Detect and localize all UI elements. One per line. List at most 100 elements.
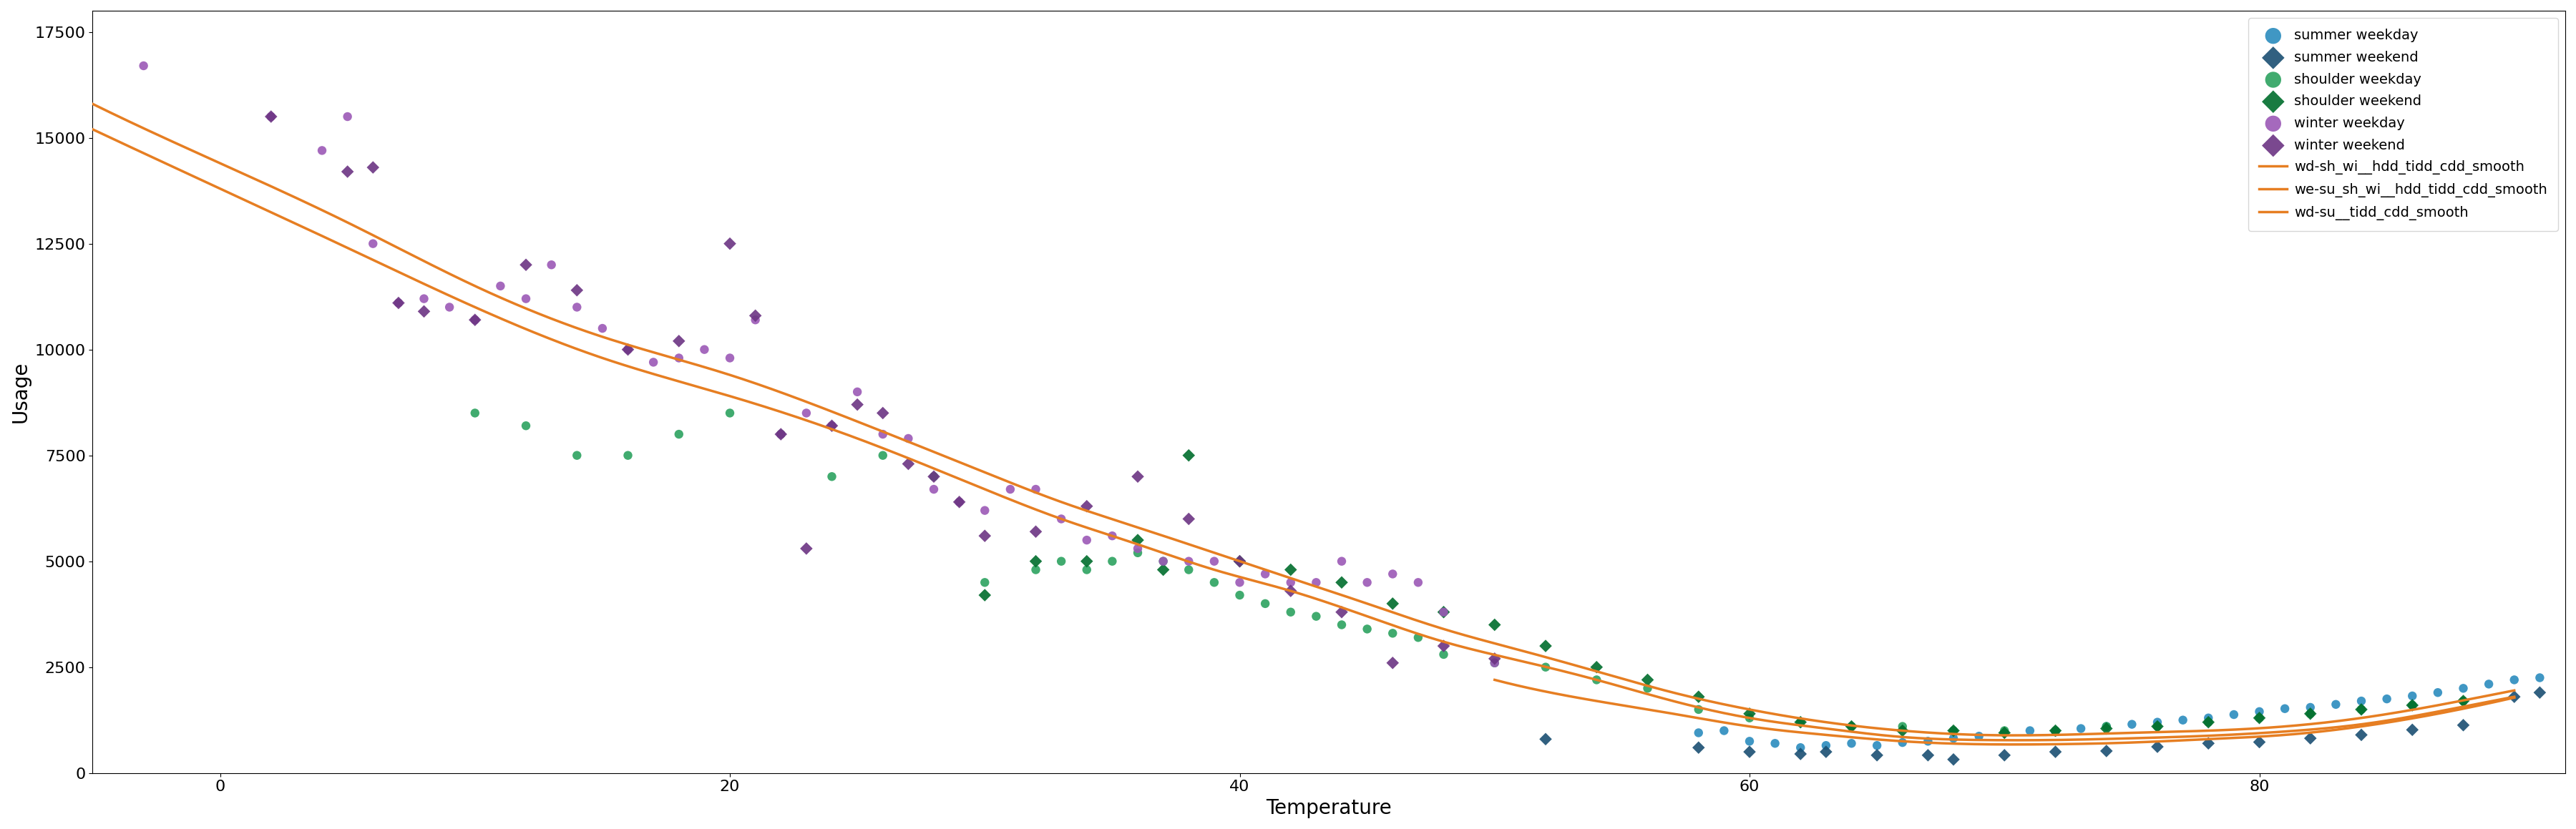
summer weekday <box>2442 681 2483 695</box>
we-su_sh_wi__hdd_tidd_cdd_smooth <box>2012 735 2043 745</box>
winter weekend <box>889 458 930 471</box>
winter weekday <box>1167 555 1208 568</box>
winter weekday <box>760 428 801 441</box>
shoulder weekday <box>2035 724 2076 737</box>
winter weekday <box>608 343 649 356</box>
shoulder weekend <box>1373 597 1414 610</box>
summer weekday <box>2316 698 2357 711</box>
shoulder weekday <box>1677 703 1718 716</box>
winter weekday <box>989 482 1030 496</box>
summer weekend <box>1984 749 2025 762</box>
winter weekday <box>453 313 495 327</box>
shoulder weekday <box>1015 563 1056 576</box>
shoulder weekday <box>1984 724 2025 737</box>
we-su_sh_wi__hdd_tidd_cdd_smooth <box>1965 735 1996 745</box>
winter weekend <box>1167 512 1208 526</box>
wd-su__tidd_cdd_smooth <box>2275 730 2306 739</box>
summer weekday <box>2264 702 2306 715</box>
X-axis label: Temperature: Temperature <box>1265 798 1391 818</box>
wd-sh_wi__hdd_tidd_cdd_smooth <box>1144 530 1175 540</box>
winter weekday <box>1321 555 1363 568</box>
shoulder weekday <box>1066 563 1108 576</box>
winter weekend <box>556 284 598 297</box>
summer weekend <box>2087 744 2128 758</box>
summer weekday <box>2138 715 2179 729</box>
summer weekday <box>1728 734 1770 748</box>
summer weekend <box>2187 737 2228 750</box>
summer weekend <box>1906 749 1947 762</box>
winter weekend <box>734 309 775 322</box>
we-su_sh_wi__hdd_tidd_cdd_smooth <box>1739 714 1770 724</box>
winter weekend <box>963 529 1005 542</box>
summer weekday <box>1906 734 1947 748</box>
shoulder weekend <box>1144 563 1185 576</box>
shoulder weekend <box>2342 703 2383 716</box>
winter weekend <box>453 313 495 327</box>
winter weekday <box>659 351 701 365</box>
shoulder weekday <box>811 470 853 483</box>
winter weekend <box>786 542 827 555</box>
shoulder weekday <box>914 470 956 483</box>
winter weekday <box>505 292 546 305</box>
shoulder weekend <box>1883 724 1924 737</box>
winter weekday <box>634 356 675 369</box>
shoulder weekday <box>1041 555 1082 568</box>
shoulder weekday <box>556 448 598 462</box>
shoulder weekday <box>1296 609 1337 623</box>
summer weekday <box>1857 739 1899 752</box>
we-su_sh_wi__hdd_tidd_cdd_smooth <box>325 240 355 250</box>
winter weekday <box>837 385 878 399</box>
Line: we-su_sh_wi__hdd_tidd_cdd_smooth: we-su_sh_wi__hdd_tidd_cdd_smooth <box>93 129 2514 740</box>
shoulder weekend <box>1728 707 1770 720</box>
shoulder weekend <box>2087 722 2128 735</box>
winter weekday <box>1399 576 1440 589</box>
winter weekday <box>1092 529 1133 542</box>
winter weekend <box>379 296 420 309</box>
summer weekend <box>2035 745 2076 759</box>
summer weekday <box>1780 741 1821 754</box>
summer weekend <box>2494 691 2535 704</box>
summer weekend <box>1806 745 1847 759</box>
wd-sh_wi__hdd_tidd_cdd_smooth <box>1056 501 1087 511</box>
winter weekend <box>659 334 701 347</box>
winter weekend <box>1422 639 1463 652</box>
wd-sh_wi__hdd_tidd_cdd_smooth <box>77 99 108 109</box>
shoulder weekday <box>1144 555 1185 568</box>
summer weekday <box>2391 689 2432 702</box>
shoulder weekend <box>2391 699 2432 712</box>
winter weekend <box>1373 657 1414 670</box>
winter weekday <box>479 279 520 293</box>
summer weekend <box>2138 740 2179 754</box>
summer weekday <box>2239 705 2280 718</box>
wd-su__tidd_cdd_smooth <box>1929 739 1960 749</box>
shoulder weekday <box>2391 699 2432 712</box>
winter weekend <box>608 343 649 356</box>
winter weekday <box>1193 555 1234 568</box>
winter weekend <box>353 161 394 174</box>
wd-su__tidd_cdd_smooth <box>2293 728 2324 738</box>
winter weekday <box>1347 576 1388 589</box>
winter weekday <box>582 322 623 335</box>
shoulder weekend <box>1932 724 1973 737</box>
winter weekday <box>353 237 394 250</box>
winter weekday <box>1296 576 1337 589</box>
winter weekend <box>760 428 801 441</box>
Line: wd-su__tidd_cdd_smooth: wd-su__tidd_cdd_smooth <box>1494 680 2514 744</box>
winter weekday <box>327 110 368 124</box>
summer weekend <box>2342 728 2383 741</box>
winter weekday <box>379 296 420 309</box>
shoulder weekend <box>2035 724 2076 737</box>
summer weekend <box>1525 733 1566 746</box>
winter weekday <box>531 258 572 271</box>
winter weekend <box>404 305 446 318</box>
summer weekday <box>2468 677 2509 691</box>
shoulder weekend <box>1066 555 1108 568</box>
shoulder weekend <box>2138 720 2179 733</box>
wd-sh_wi__hdd_tidd_cdd_smooth <box>1965 730 1996 740</box>
shoulder weekday <box>1321 618 1363 632</box>
winter weekday <box>1218 576 1260 589</box>
winter weekday <box>1118 542 1159 555</box>
summer weekend <box>1857 749 1899 762</box>
wd-sh_wi__hdd_tidd_cdd_smooth <box>1739 705 1770 715</box>
winter weekday <box>1270 576 1311 589</box>
